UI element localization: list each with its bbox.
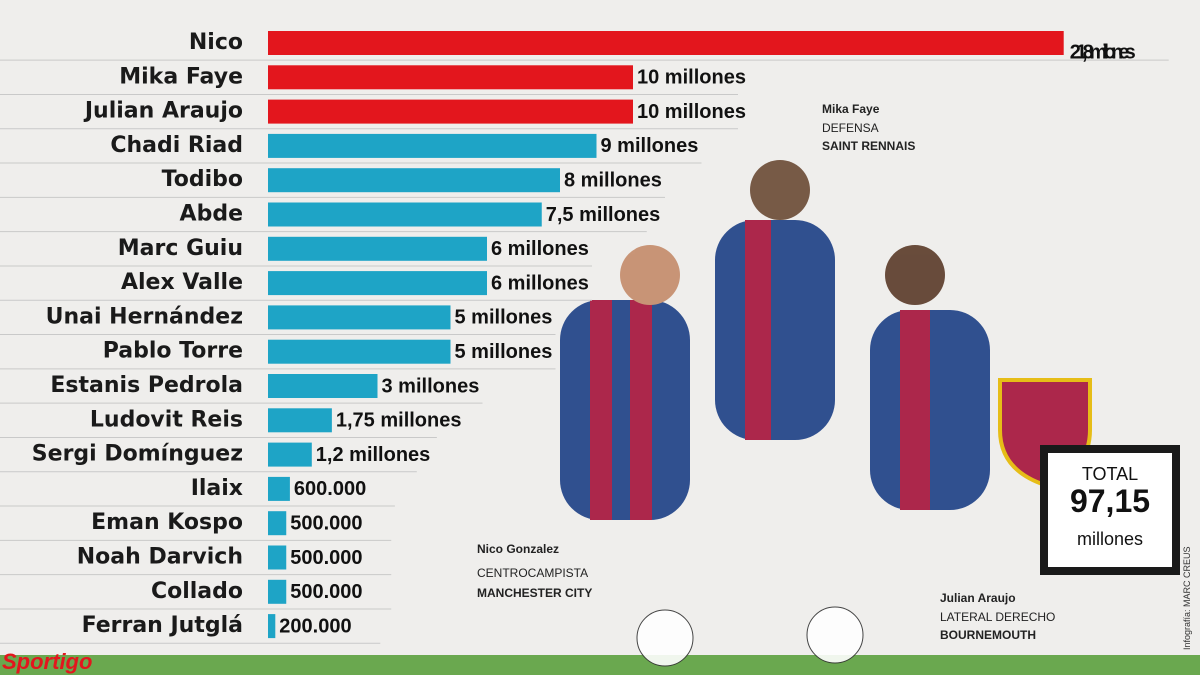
brand: Sportigo — [2, 649, 92, 674]
bar — [268, 614, 276, 639]
value-label: 10 millones — [637, 101, 746, 123]
player-name: Julian Araujo — [940, 591, 1016, 605]
bar — [268, 408, 332, 433]
bar — [268, 511, 287, 536]
bar — [268, 374, 378, 398]
total-label: TOTAL — [1082, 464, 1138, 484]
player-role: CENTROCAMPISTA — [477, 566, 588, 580]
category-label: Julian Araujo — [83, 99, 243, 124]
value-label: 6 millones — [491, 238, 589, 260]
bar — [268, 579, 287, 604]
total-value: 97,15 — [1070, 483, 1150, 519]
category-label: Ludovit Reis — [90, 407, 243, 432]
bar — [268, 65, 633, 90]
category-label: Ilaix — [191, 476, 243, 501]
value-label: 6 millones — [491, 272, 589, 294]
category-label: Nico — [189, 30, 243, 55]
total-box: TOTAL 97,15 millones — [1040, 445, 1180, 575]
value-label: 500.000 — [290, 512, 362, 534]
category-label: Mika Faye — [119, 64, 243, 89]
bar — [268, 31, 1064, 55]
value-label: 1,75 millones — [336, 410, 462, 432]
bar — [268, 168, 560, 193]
category-label: Noah Darvich — [77, 545, 243, 570]
field-strip — [0, 655, 1200, 675]
credit: Infografía: MARC CREUS — [1182, 546, 1192, 650]
category-label: Sergi Domínguez — [32, 442, 243, 467]
value-label: 8 millones — [564, 169, 662, 191]
category-label: Alex Valle — [121, 270, 243, 295]
category-label: Unai Hernández — [46, 304, 243, 329]
value-label: 21,8 millones — [1070, 41, 1136, 63]
bar — [268, 476, 290, 501]
bar — [268, 202, 542, 227]
value-label: 500.000 — [290, 581, 362, 603]
value-label: 500.000 — [290, 547, 362, 569]
category-label: Abde — [180, 202, 243, 227]
category-label: Pablo Torre — [103, 339, 243, 364]
player-club: MANCHESTER CITY — [477, 586, 592, 600]
value-label: 9 millones — [601, 135, 699, 157]
bar — [268, 99, 633, 124]
category-label: Collado — [151, 579, 243, 604]
category-label: Marc Guiu — [118, 236, 243, 261]
category-label: Todibo — [162, 167, 243, 192]
value-label: 5 millones — [455, 307, 553, 329]
bar — [268, 236, 487, 261]
player-name: Mika Faye — [822, 102, 880, 116]
bar — [268, 339, 451, 364]
players-art — [560, 160, 1092, 667]
value-label: 7,5 millones — [546, 204, 661, 226]
value-label: 1,2 millones — [316, 444, 431, 466]
value-label: 600.000 — [294, 478, 366, 500]
player-caption: Mika Faye DEFENSA SAINT RENNAIS Nico Gon… — [477, 102, 1055, 642]
player-club: BOURNEMOUTH — [940, 628, 1036, 642]
total-unit: millones — [1077, 529, 1143, 549]
bar — [268, 442, 312, 467]
category-label: Chadi Riad — [110, 133, 243, 158]
category-label: Ferran Jutglá — [82, 613, 243, 638]
value-label: 200.000 — [279, 615, 351, 637]
player-role: DEFENSA — [822, 121, 879, 135]
category-label: Eman Kospo — [91, 510, 243, 535]
player-role: LATERAL DERECHO — [940, 610, 1055, 624]
bar — [268, 305, 451, 330]
bar — [268, 545, 287, 570]
bar — [268, 133, 597, 158]
category-label: Estanis Pedrola — [50, 373, 243, 398]
value-label: 5 millones — [455, 341, 553, 363]
value-label: 3 millones — [382, 375, 480, 397]
bar — [268, 271, 487, 296]
value-label: 10 millones — [637, 67, 746, 89]
player-name: Nico Gonzalez — [477, 542, 559, 556]
player-club: SAINT RENNAIS — [822, 139, 915, 153]
